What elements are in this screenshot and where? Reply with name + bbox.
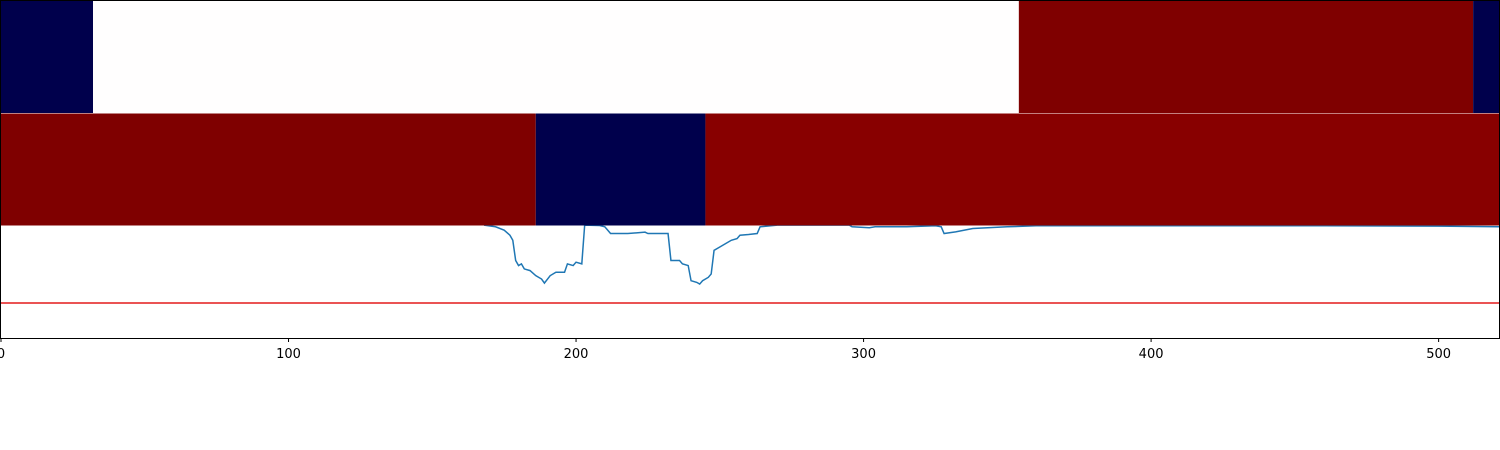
band-segment xyxy=(1018,1,1474,113)
band-segment xyxy=(1,1,94,113)
band-segment xyxy=(1473,1,1499,113)
x-tick-label: 400 xyxy=(1139,347,1164,362)
x-tick-label: 300 xyxy=(851,347,876,362)
x-tick-label: 100 xyxy=(276,347,301,362)
band-segment xyxy=(93,1,1019,113)
band-segment xyxy=(705,113,1499,226)
x-tick-label: 500 xyxy=(1426,347,1451,362)
band-segment xyxy=(1,113,536,226)
line xyxy=(483,224,1500,286)
x-tick-label: 0 xyxy=(0,347,5,362)
x-tick-label: 200 xyxy=(564,347,589,362)
band-segment xyxy=(535,113,706,226)
